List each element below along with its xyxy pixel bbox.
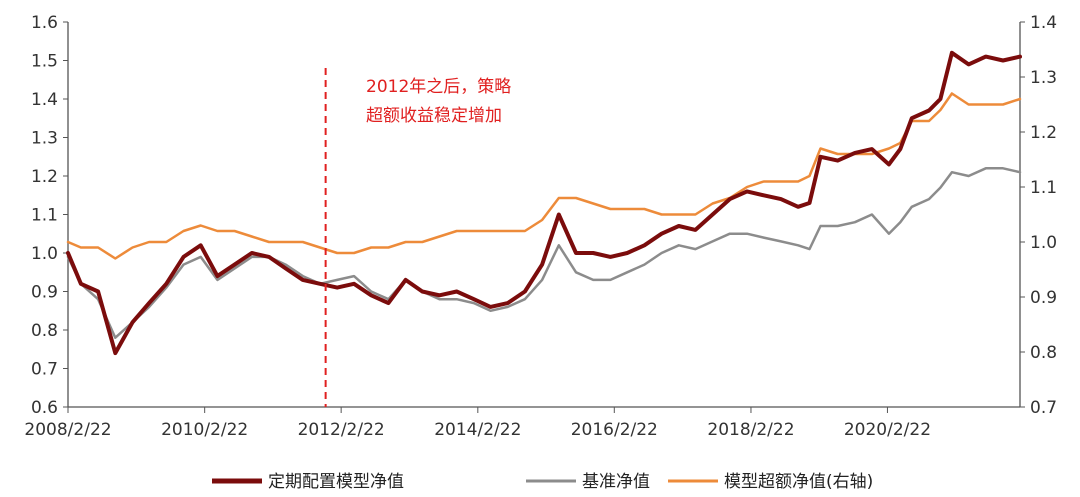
x-tick-label: 2018/2/22 [707, 420, 794, 440]
legend-label-2: 基准净值 [582, 472, 650, 492]
left-tick-label: 1.0 [31, 244, 58, 264]
left-tick-label: 1.5 [31, 52, 58, 72]
series-line-3 [66, 92, 1022, 260]
chart-legend: 定期配置模型净值 基准净值 模型超额净值(右轴) [212, 472, 873, 492]
x-tick-label: 2012/2/22 [298, 420, 385, 440]
chart-series [66, 50, 1022, 356]
annotation-text-line-2: 超额收益稳定增加 [366, 106, 502, 126]
left-tick-label: 0.9 [31, 283, 58, 303]
series-line-2 [66, 167, 1022, 339]
left-tick-label: 1.3 [31, 129, 58, 149]
annotation-text-line-1: 2012年之后，策略 [366, 77, 511, 97]
left-tick-label: 0.8 [31, 321, 58, 341]
right-tick-label: 1.4 [1030, 13, 1057, 33]
x-tick-label: 2020/2/22 [844, 420, 931, 440]
x-tick-label: 2010/2/22 [161, 420, 248, 440]
x-tick-label: 2016/2/22 [571, 420, 658, 440]
right-tick-label: 1.3 [1030, 68, 1057, 88]
left-tick-label: 0.6 [31, 398, 58, 418]
left-tick-label: 1.6 [31, 13, 58, 33]
x-tick-label: 2014/2/22 [434, 420, 521, 440]
right-tick-label: 0.9 [1030, 288, 1057, 308]
right-tick-label: 1.1 [1030, 178, 1057, 198]
legend-label-1: 定期配置模型净值 [268, 472, 404, 492]
left-tick-label: 0.7 [31, 360, 58, 380]
right-tick-label: 0.8 [1030, 343, 1057, 363]
x-tick-label: 2008/2/22 [24, 420, 111, 440]
right-tick-label: 1.2 [1030, 123, 1057, 143]
left-tick-label: 1.4 [31, 90, 58, 110]
legend-label-3: 模型超额净值(右轴) [724, 472, 873, 492]
left-tick-label: 1.2 [31, 167, 58, 187]
right-tick-label: 1.0 [1030, 233, 1057, 253]
right-tick-label: 0.7 [1030, 398, 1057, 418]
series-line-1 [66, 50, 1022, 356]
left-tick-label: 1.1 [31, 206, 58, 226]
chart-axes: 0.6 0.7 0.8 0.9 1.0 1.1 1.2 1.3 1.4 1.5 1.6 0.7 0.8 0… [24, 13, 1057, 440]
